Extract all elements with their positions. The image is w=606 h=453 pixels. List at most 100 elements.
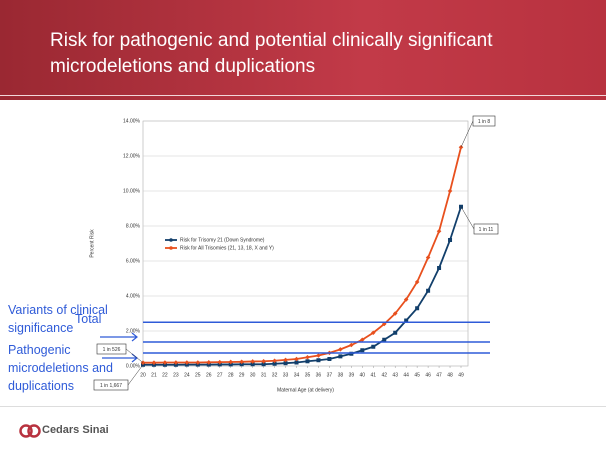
marker xyxy=(371,344,376,349)
marker xyxy=(228,362,233,367)
marker xyxy=(206,360,212,365)
marker xyxy=(425,255,431,260)
x-tick-label: 27 xyxy=(217,372,223,378)
x-tick-label: 45 xyxy=(414,372,420,378)
callout-label: 1 in 11 xyxy=(479,227,494,233)
callout-label: 1 in 526 xyxy=(103,347,121,353)
y-tick-label: 8.00% xyxy=(126,223,141,229)
callout-leader xyxy=(460,206,475,230)
callout-label: 1 in 8 xyxy=(478,119,490,125)
marker xyxy=(294,356,299,362)
side-label: Total xyxy=(75,312,102,326)
logo-text: Cedars Sinai xyxy=(42,424,109,436)
marker xyxy=(250,359,255,364)
marker xyxy=(327,357,332,361)
x-tick-label: 21 xyxy=(151,372,157,378)
x-tick-label: 33 xyxy=(283,372,289,378)
x-tick-label: 42 xyxy=(381,372,387,378)
marker xyxy=(151,360,157,365)
y-tick-label: 2.00% xyxy=(126,328,141,334)
marker xyxy=(173,360,179,365)
x-tick-label: 23 xyxy=(173,372,179,378)
marker xyxy=(305,354,310,360)
x-tick-label: 32 xyxy=(272,372,278,378)
x-tick-label: 24 xyxy=(184,372,190,378)
x-tick-label: 47 xyxy=(436,372,442,378)
marker xyxy=(392,311,398,316)
y-tick-label: 6.00% xyxy=(126,258,141,264)
x-tick-label: 44 xyxy=(403,372,409,378)
marker xyxy=(305,359,310,364)
x-tick-label: 46 xyxy=(425,372,431,378)
x-tick-label: 29 xyxy=(239,372,245,378)
marker xyxy=(414,279,420,285)
callout-box xyxy=(96,343,127,355)
x-tick-label: 43 xyxy=(392,372,398,378)
y-axis-label: Percent Risk xyxy=(89,229,95,258)
x-tick-label: 37 xyxy=(327,372,333,378)
marker xyxy=(426,288,431,293)
title: Risk for pathogenic and potential clinic… xyxy=(50,30,493,77)
marker xyxy=(415,306,420,311)
callout-box xyxy=(473,223,499,235)
marker xyxy=(338,354,343,359)
marker xyxy=(316,353,321,358)
callout-box xyxy=(93,379,129,391)
marker xyxy=(283,361,288,366)
arrow xyxy=(100,332,138,342)
marker xyxy=(316,358,321,363)
x-tick-label: 40 xyxy=(360,372,366,378)
x-tick-label: 31 xyxy=(261,372,267,378)
footer-rule xyxy=(0,406,606,407)
x-tick-label: 48 xyxy=(447,372,453,378)
x-tick-label: 35 xyxy=(305,372,311,378)
marker xyxy=(294,360,299,365)
header-rule xyxy=(0,95,606,96)
marker xyxy=(393,330,398,335)
marker xyxy=(338,347,343,352)
logo-icon xyxy=(19,424,41,438)
x-tick-label: 20 xyxy=(140,372,146,378)
x-tick-label: 25 xyxy=(195,372,201,378)
marker xyxy=(447,188,453,194)
marker xyxy=(228,359,234,365)
marker xyxy=(404,318,409,323)
marker xyxy=(239,359,244,365)
marker xyxy=(261,362,266,367)
y-tick-label: 14.00% xyxy=(123,118,141,124)
marker xyxy=(217,359,223,365)
x-tick-label: 41 xyxy=(370,372,376,378)
marker xyxy=(261,358,266,364)
x-tick-label: 26 xyxy=(206,372,212,378)
callout-leader xyxy=(125,348,144,363)
legend-label: Risk for All Trisomies (21, 13, 18, X an… xyxy=(180,245,274,251)
marker xyxy=(382,337,387,342)
marker xyxy=(195,360,201,365)
x-axis-label: Maternal Age (at delivery) xyxy=(277,387,334,393)
callout-leader xyxy=(460,120,474,148)
callout-box xyxy=(472,115,496,127)
marker xyxy=(437,266,442,270)
x-tick-label: 34 xyxy=(294,372,300,378)
marker xyxy=(272,358,277,364)
side-label: Variants of clinical significance xyxy=(8,303,108,335)
x-tick-label: 28 xyxy=(228,372,234,378)
plot-area xyxy=(142,120,469,367)
marker xyxy=(448,238,453,242)
legend-marker xyxy=(169,246,173,250)
header xyxy=(0,0,606,100)
x-tick-label: 36 xyxy=(316,372,322,378)
marker xyxy=(162,360,168,365)
marker xyxy=(283,357,288,363)
marker xyxy=(436,228,442,234)
x-tick-label: 22 xyxy=(162,372,168,378)
y-tick-label: 10.00% xyxy=(123,188,141,194)
y-tick-label: 0.00% xyxy=(126,363,141,369)
callout-leader xyxy=(127,364,144,386)
legend-marker xyxy=(169,238,173,242)
marker xyxy=(239,362,244,367)
marker xyxy=(403,297,409,302)
x-tick-label: 30 xyxy=(250,372,256,378)
